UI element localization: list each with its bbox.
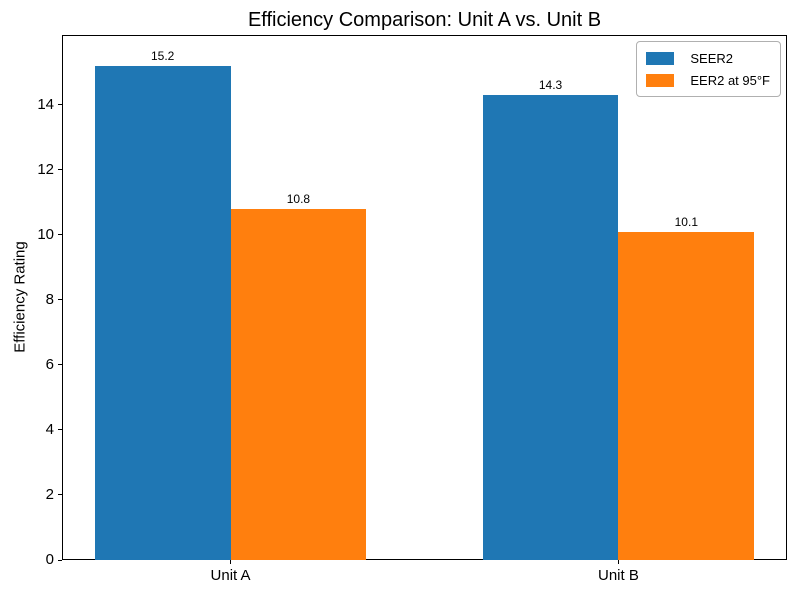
x-tick-label: Unit A [210, 567, 251, 584]
legend-row: SEER2 [646, 48, 770, 68]
legend-swatch-icon [646, 51, 675, 65]
y-tick-label: 6 [45, 355, 54, 373]
y-tick-mark [58, 559, 62, 561]
bar-seer2-unit-a [94, 65, 231, 560]
y-tick-label: 8 [45, 290, 54, 308]
y-tick-label: 0 [45, 551, 54, 568]
legend: SEER2 EER2 at 95°F [636, 41, 781, 97]
bar-eer2-at-95-f-unit-a [230, 208, 367, 560]
legend-row: EER2 at 95°F [646, 70, 770, 90]
bar-value-label: 14.3 [538, 78, 563, 93]
legend-swatch-icon [646, 73, 675, 87]
bar-eer2-at-95-f-unit-b [618, 231, 755, 560]
y-tick-label: 14 [37, 95, 54, 113]
bar-value-label: 10.8 [286, 191, 311, 206]
bar-value-label: 10.1 [674, 214, 698, 229]
y-tick-mark [58, 299, 62, 301]
y-tick-label: 10 [37, 225, 54, 243]
bar-seer2-unit-b [482, 95, 619, 560]
x-tick-mark [230, 560, 232, 564]
y-tick-mark [58, 429, 62, 431]
y-tick-label: 12 [37, 160, 54, 178]
y-tick-mark [58, 104, 62, 106]
y-tick-label: 4 [45, 420, 54, 438]
x-tick-mark [617, 560, 619, 564]
y-tick-mark [58, 494, 62, 496]
y-tick-mark [58, 364, 62, 366]
y-tick-mark [58, 169, 62, 171]
legend-label: EER2 at 95°F [690, 72, 770, 88]
x-tick-label: Unit B [598, 567, 639, 584]
y-tick-mark [58, 234, 62, 236]
chart-title: Efficiency Comparison: Unit A vs. Unit B [247, 9, 602, 31]
bar-value-label: 15.2 [150, 48, 175, 63]
legend-label: SEER2 [690, 50, 734, 66]
y-tick-label: 2 [45, 485, 54, 503]
